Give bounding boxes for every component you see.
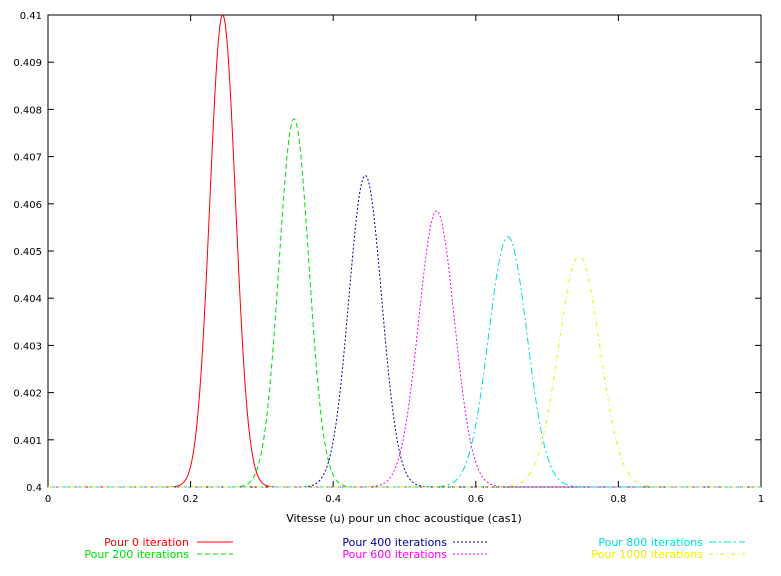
y-tick-label: 0.41 <box>20 11 42 22</box>
axis-ticks: 0 0.2 0.4 0.6 0.8 1 0.4 0.401 0.402 0.403 0.404 0.4… <box>13 11 764 505</box>
y-tick-label: 0.401 <box>13 436 42 447</box>
x-tick-label: 0.2 <box>183 494 199 505</box>
y-tick-label: 0.406 <box>13 200 42 211</box>
x-axis-label: Vitesse (u) pour un choc acoustique (cas… <box>286 512 522 525</box>
series-layer <box>48 14 761 488</box>
plot-frame <box>47 14 762 488</box>
legend-label: Pour 0 iteration <box>104 536 189 549</box>
y-tick-label: 0.408 <box>13 105 42 116</box>
legend-label: Pour 800 iterations <box>598 536 703 549</box>
x-tick-label: 0.8 <box>610 494 626 505</box>
series-line-4 <box>48 236 761 488</box>
series-line-5 <box>48 255 761 488</box>
legend-label: Pour 1000 iterations <box>591 548 703 561</box>
y-tick-label: 0.402 <box>13 389 42 400</box>
series-line-3 <box>48 210 761 488</box>
legend-label: Pour 600 iterations <box>342 548 447 561</box>
series-line-2 <box>48 174 761 488</box>
legend-label: Pour 400 iterations <box>342 536 447 549</box>
x-tick-label: 1 <box>758 494 764 505</box>
legend-label: Pour 200 iterations <box>84 548 189 561</box>
x-tick-label: 0 <box>45 494 51 505</box>
y-tick-label: 0.404 <box>13 294 42 305</box>
x-tick-label: 0.4 <box>325 494 341 505</box>
x-tick-label: 0.6 <box>468 494 484 505</box>
y-tick-label: 0.409 <box>13 58 42 69</box>
y-tick-label: 0.403 <box>13 341 42 352</box>
series-line-0 <box>48 14 761 488</box>
y-tick-label: 0.405 <box>13 247 42 258</box>
y-tick-label: 0.407 <box>13 153 42 164</box>
y-tick-label: 0.4 <box>26 483 42 494</box>
